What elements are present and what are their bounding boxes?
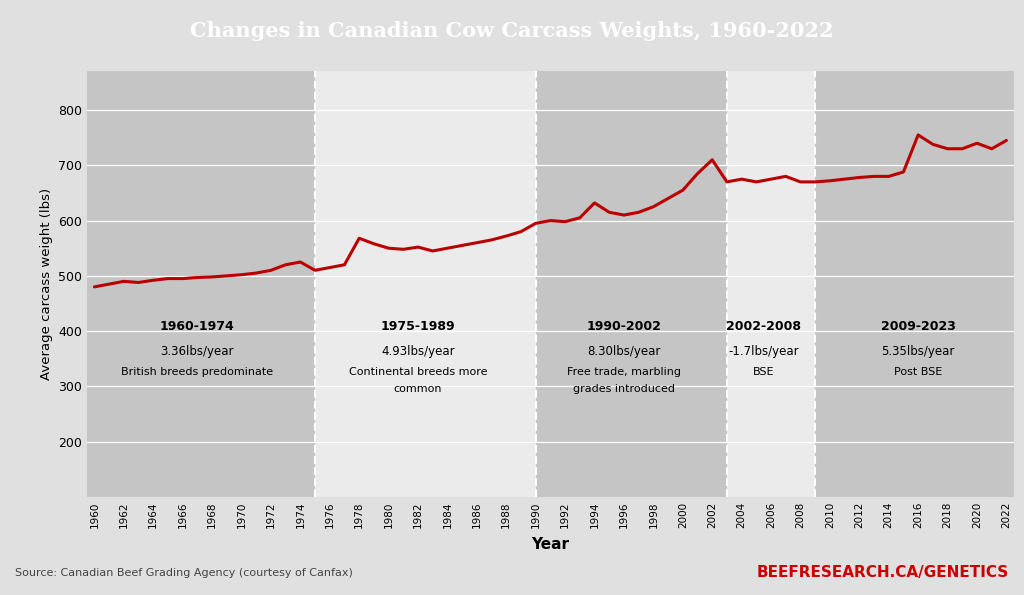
Text: BSE: BSE — [753, 367, 774, 377]
Text: 2009-2023: 2009-2023 — [881, 320, 955, 333]
Text: common: common — [394, 384, 442, 393]
Bar — [87, 71, 315, 497]
Text: 4.93lbs/year: 4.93lbs/year — [381, 345, 455, 358]
Y-axis label: Average carcass weight (lbs): Average carcass weight (lbs) — [40, 188, 52, 380]
Bar — [727, 71, 815, 497]
Text: 1990-2002: 1990-2002 — [587, 320, 662, 333]
Text: 3.36lbs/year: 3.36lbs/year — [161, 345, 234, 358]
Bar — [815, 71, 1014, 497]
X-axis label: Year: Year — [531, 537, 569, 552]
Text: BEEFRESEARCH.CA/GENETICS: BEEFRESEARCH.CA/GENETICS — [757, 565, 1009, 580]
Text: Continental breeds more: Continental breeds more — [349, 367, 487, 377]
Bar — [536, 71, 727, 497]
Text: Changes in Canadian Cow Carcass Weights, 1960-2022: Changes in Canadian Cow Carcass Weights,… — [190, 21, 834, 41]
Text: 8.30lbs/year: 8.30lbs/year — [587, 345, 660, 358]
Text: Post BSE: Post BSE — [894, 367, 942, 377]
Text: 5.35lbs/year: 5.35lbs/year — [882, 345, 954, 358]
Text: Source: Canadian Beef Grading Agency (courtesy of Canfax): Source: Canadian Beef Grading Agency (co… — [15, 568, 353, 578]
Bar — [315, 71, 536, 497]
Text: Free trade, marbling: Free trade, marbling — [567, 367, 681, 377]
Text: -1.7lbs/year: -1.7lbs/year — [728, 345, 799, 358]
Text: British breeds predominate: British breeds predominate — [121, 367, 273, 377]
Text: 2002-2008: 2002-2008 — [726, 320, 801, 333]
Text: 1960-1974: 1960-1974 — [160, 320, 234, 333]
Text: grades introduced: grades introduced — [573, 384, 675, 393]
Text: 1975-1989: 1975-1989 — [381, 320, 456, 333]
